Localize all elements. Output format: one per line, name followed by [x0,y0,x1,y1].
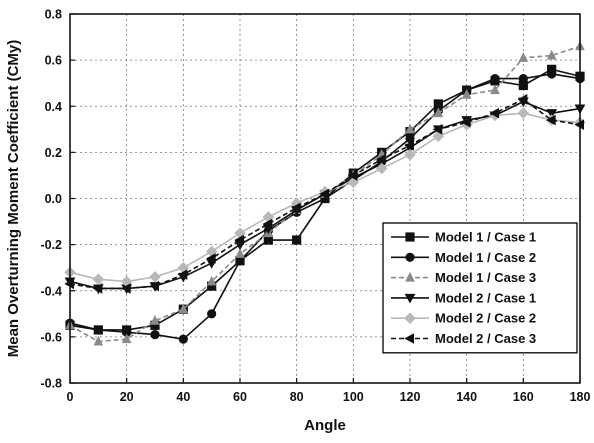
y-tick-label: -0.8 [40,377,62,391]
legend-item: Model 2 / Case 1 [391,290,536,305]
x-tick-label: 100 [343,390,364,404]
legend-item: Model 2 / Case 2 [391,311,536,326]
data-point [461,89,472,99]
legend-label: Model 1 / Case 3 [435,270,536,285]
data-point [404,148,416,161]
data-point [121,283,131,294]
data-point [178,334,188,344]
x-tick-label: 80 [290,390,304,404]
legend-item: Model 2 / Case 3 [391,331,536,346]
data-point [546,114,556,126]
legend-label: Model 1 / Case 1 [435,230,536,245]
data-point [433,107,444,118]
data-point [404,140,415,151]
data-point [461,117,471,128]
data-point [177,269,188,280]
data-point [376,154,386,165]
legend: Model 1 / Case 1 Model 1 / Case 2 Model 1 … [382,222,578,354]
data-point [121,333,132,344]
x-tick-label: 160 [513,390,534,404]
data-point [234,234,245,246]
data-point [546,109,558,119]
data-point [150,329,160,340]
data-point [93,335,104,346]
data-point [517,107,530,119]
x-tick-label: 0 [67,390,74,404]
data-point [546,49,557,60]
data-point [518,52,529,62]
data-point [178,303,189,314]
data-point [405,123,415,134]
y-tick-label: -0.4 [40,284,62,298]
x-tick-label: 40 [176,390,190,404]
legend-label: Model 2 / Case 2 [435,311,536,326]
data-point [206,275,217,286]
legend-marker [404,293,416,304]
legend-marker [405,271,415,282]
data-point [235,248,245,258]
data-point [292,235,302,245]
data-point [149,271,161,283]
y-axis-title: Mean Overturning Moment Coefficient (CMy… [5,40,22,358]
legend-marker [405,232,415,242]
legend-item: Model 1 / Case 3 [391,270,536,285]
data-point [291,202,301,214]
data-point [432,124,443,135]
data-point [150,315,160,325]
data-point [262,218,273,230]
y-tick-label: 0.6 [45,54,62,68]
data-point [489,107,500,119]
x-tick-label: 140 [456,390,477,404]
x-tick-label: 180 [570,390,591,404]
y-tick-label: 0.4 [45,100,62,114]
data-point [490,73,500,84]
data-point [93,325,103,335]
data-point [518,73,528,84]
series-layer [64,40,586,346]
legend-marker [404,312,416,324]
legend-item: Model 1 / Case 1 [391,230,536,245]
data-point [547,69,557,79]
y-tick-label: 0.2 [45,146,62,160]
data-point [319,188,330,200]
y-tick-label: -0.6 [40,330,62,344]
legend-marker [404,333,415,344]
x-tick-label: 20 [120,390,134,404]
legend-label: Model 1 / Case 2 [435,250,536,265]
data-point [149,280,160,292]
data-point [206,253,216,264]
data-point [92,283,103,294]
data-point [347,170,358,181]
legend-marker [405,252,415,262]
legend-item: Model 1 / Case 2 [391,250,536,265]
data-point [207,309,217,319]
data-point [92,273,105,285]
x-tick-label: 60 [233,390,247,404]
legend-label: Model 2 / Case 3 [435,331,536,346]
legend-box [382,222,578,354]
ticks: 0 20 40 60 80 100 120 140 160 180 -0.8 -0.6 -0.4 -0.2… [40,8,590,405]
y-tick-label: -0.2 [40,238,62,252]
data-point [375,162,388,175]
x-axis-title: Angle [304,417,346,434]
data-point [517,94,528,105]
y-tick-label: 0.0 [45,192,62,206]
x-tick-label: 120 [400,390,421,404]
data-point [490,84,500,95]
legend-label: Model 2 / Case 1 [435,290,536,305]
y-tick-label: 0.8 [45,8,62,22]
